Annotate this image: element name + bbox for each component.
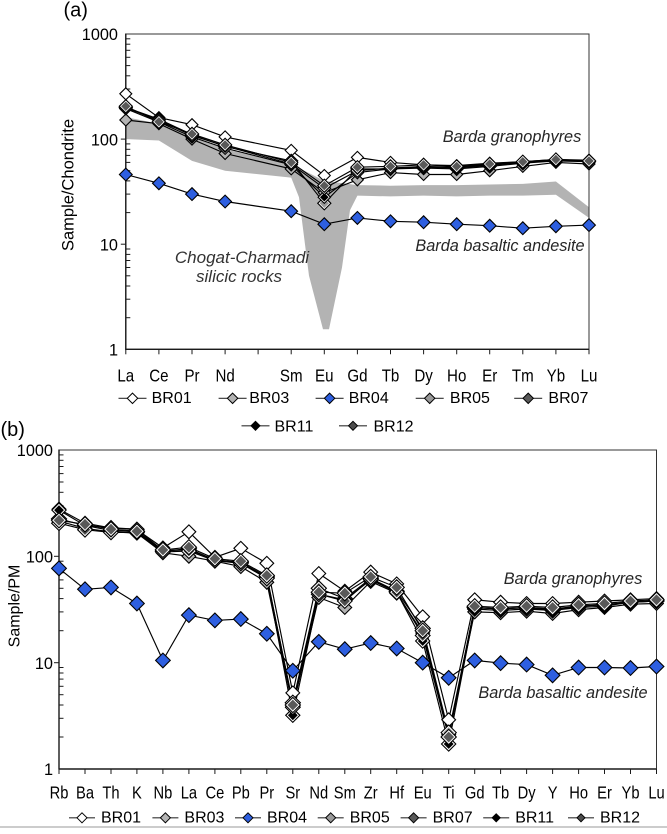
svg-text:Lu: Lu [648,783,664,802]
svg-text:Rb: Rb [50,783,69,802]
svg-text:Barda granophyres: Barda granophyres [504,570,642,588]
svg-text:Gd: Gd [465,783,485,802]
svg-text:BR01: BR01 [101,809,141,826]
svg-text:1000: 1000 [17,442,53,460]
svg-text:Lu: Lu [581,365,598,386]
svg-text:BR07: BR07 [433,809,473,826]
svg-text:Sr: Sr [285,783,300,802]
svg-text:BR07: BR07 [548,390,588,407]
svg-text:100: 100 [26,549,53,567]
svg-text:Barda basaltic andesite: Barda basaltic andesite [478,684,647,702]
svg-text:10: 10 [100,236,118,254]
svg-text:BR05: BR05 [450,390,490,407]
svg-text:Sm: Sm [334,783,356,802]
svg-text:BR04: BR04 [267,809,307,826]
svg-text:Gd: Gd [347,365,367,386]
svg-text:Yb: Yb [547,365,565,386]
svg-text:Sm: Sm [280,365,303,386]
svg-text:BR05: BR05 [350,809,390,826]
svg-text:Nd: Nd [309,783,328,802]
svg-text:Pr: Pr [259,783,274,802]
svg-text:1: 1 [109,342,118,360]
svg-text:Hf: Hf [389,783,404,802]
svg-text:Eu: Eu [315,365,333,386]
svg-text:1000: 1000 [82,26,118,44]
svg-text:(a): (a) [64,0,88,22]
svg-text:Sample/PM: Sample/PM [7,565,24,648]
svg-text:BR03: BR03 [249,390,289,407]
svg-text:La: La [117,365,134,386]
svg-text:Th: Th [102,783,119,802]
svg-text:BR12: BR12 [600,809,640,826]
svg-text:Er: Er [597,783,612,802]
svg-text:Dy: Dy [518,783,537,802]
svg-text:Tb: Tb [492,783,509,802]
svg-text:Zr: Zr [364,783,378,802]
svg-text:Pb: Pb [232,783,250,802]
svg-text:Nb: Nb [154,783,173,802]
svg-text:BR01: BR01 [152,390,192,407]
svg-text:Ho: Ho [569,783,588,802]
svg-text:Ba: Ba [76,783,94,802]
svg-text:Ce: Ce [149,365,168,386]
svg-text:BR12: BR12 [374,419,414,436]
svg-text:Y: Y [548,783,558,802]
svg-text:Barda granophyres: Barda granophyres [443,128,581,146]
svg-text:BR03: BR03 [184,809,224,826]
svg-text:Ce: Ce [206,783,225,802]
svg-text:Nd: Nd [215,365,234,386]
svg-text:Dy: Dy [414,365,433,386]
svg-text:Eu: Eu [414,783,432,802]
svg-text:Chogat-Charmadi: Chogat-Charmadi [175,248,310,267]
svg-text:Tm: Tm [512,365,534,386]
svg-text:Ti: Ti [443,783,455,802]
svg-text:Sample/Chondrite: Sample/Chondrite [60,119,78,251]
svg-text:(b): (b) [1,419,25,441]
svg-text:100: 100 [91,131,118,149]
svg-text:Yb: Yb [622,783,640,802]
svg-text:La: La [181,783,197,802]
svg-text:BR04: BR04 [349,390,389,407]
svg-text:10: 10 [35,655,53,673]
svg-text:BR11: BR11 [275,419,314,436]
svg-text:1: 1 [44,761,53,779]
svg-text:K: K [132,783,142,802]
svg-text:Barda basaltic andesite: Barda basaltic andesite [415,237,584,255]
svg-text:Pr: Pr [184,365,200,386]
svg-text:Ho: Ho [447,365,466,386]
svg-text:Er: Er [482,365,498,386]
svg-text:BR11: BR11 [515,809,554,826]
svg-text:Tb: Tb [382,365,400,386]
svg-text:silicic rocks: silicic rocks [196,267,282,286]
